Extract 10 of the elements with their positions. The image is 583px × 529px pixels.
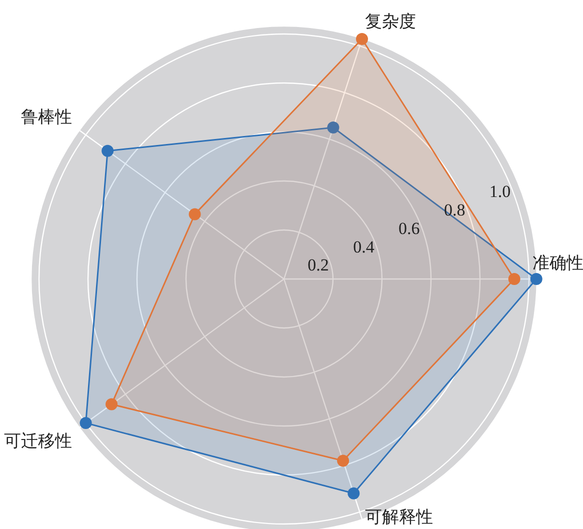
spoke-label: 可解释性 bbox=[365, 508, 434, 526]
spoke-label: 准确性 bbox=[532, 254, 583, 272]
y-tick-label: 0.4 bbox=[353, 237, 375, 256]
y-tick-label: 1.0 bbox=[489, 182, 511, 202]
y-tick-label: 0.8 bbox=[444, 200, 466, 220]
spoke-label: 鲁棒性 bbox=[20, 107, 72, 126]
y-tick-label: 0.2 bbox=[308, 256, 329, 275]
spoke-label: 可迁移性 bbox=[4, 432, 72, 451]
y-tick-label: 0.6 bbox=[398, 218, 420, 238]
spoke-label: 复杂度 bbox=[365, 12, 416, 31]
